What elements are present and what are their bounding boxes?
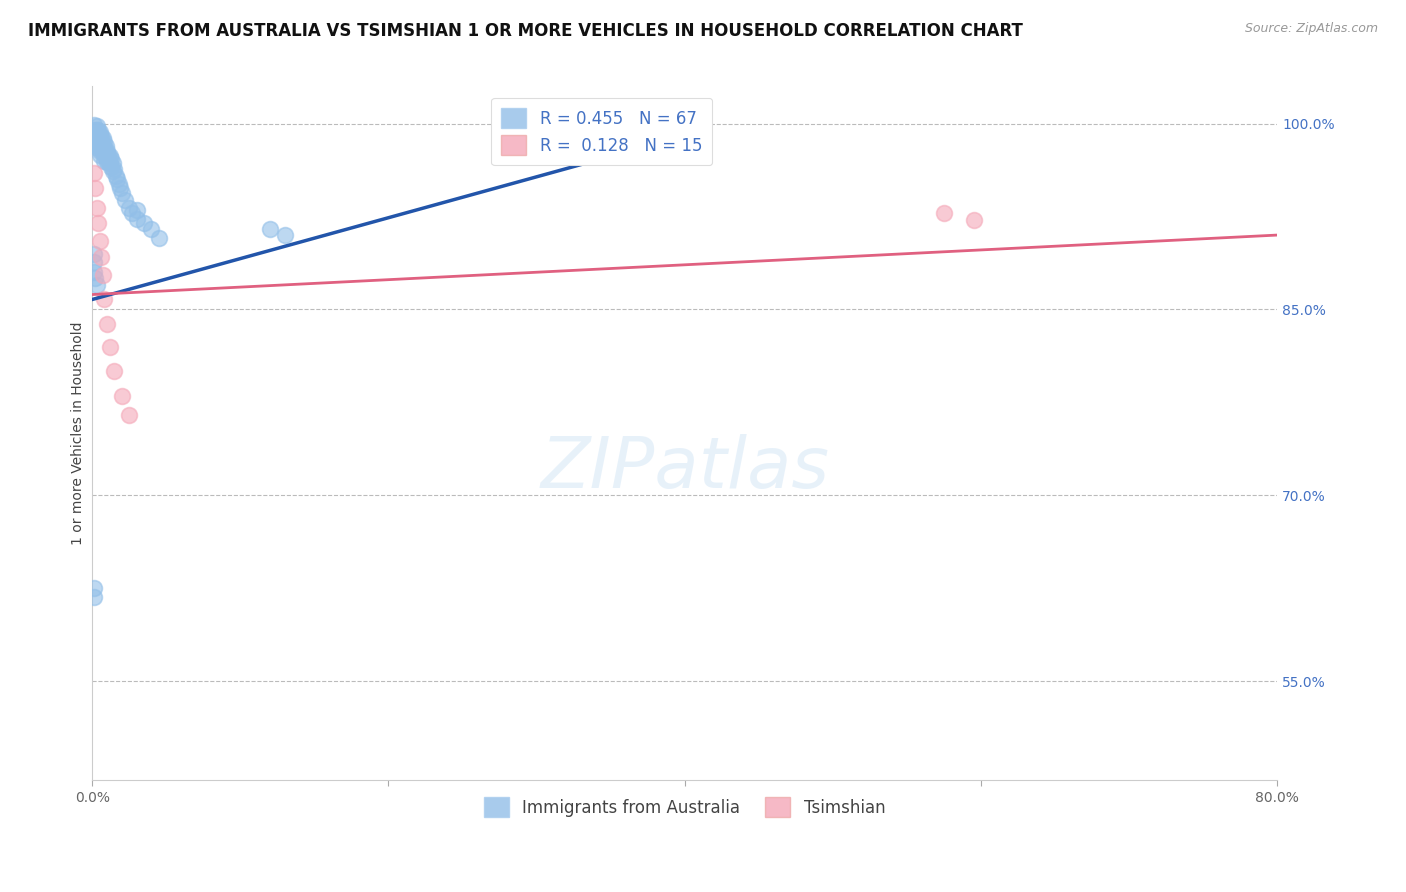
Point (114, 194, 136, 208)
Point (84, 125, 107, 139)
Point (90, 128, 112, 143)
Point (96, 155, 118, 169)
Point (94, 138, 117, 153)
Point (83, 118, 105, 132)
Point (87, 141, 110, 155)
Point (83, 122, 105, 136)
Point (121, 206, 143, 220)
Point (91, 131, 114, 145)
Text: Source: ZipAtlas.com: Source: ZipAtlas.com (1244, 22, 1378, 36)
Point (86, 128, 108, 143)
Point (148, 230, 170, 244)
Point (89, 147, 111, 161)
Point (118, 408, 141, 422)
Point (84, 128, 107, 143)
Point (125, 203, 148, 218)
Point (83, 590, 105, 604)
Point (93, 135, 115, 149)
Point (91, 137, 114, 152)
Y-axis label: 1 or more Vehicles in Household: 1 or more Vehicles in Household (72, 322, 86, 545)
Point (97, 153, 120, 168)
Point (98, 149, 121, 163)
Point (89, 234, 111, 248)
Point (110, 181, 132, 195)
Point (83, 255, 105, 269)
Point (84, 181, 107, 195)
Point (274, 228, 297, 243)
Point (96, 149, 118, 163)
Point (87, 122, 110, 136)
Point (90, 135, 112, 149)
Point (103, 162, 125, 177)
Point (84, 135, 107, 149)
Point (89, 133, 111, 147)
Point (932, 206, 955, 220)
Point (89, 144, 111, 158)
Point (101, 156, 124, 170)
Point (89, 128, 111, 143)
Point (91, 144, 114, 158)
Point (86, 137, 108, 152)
Point (103, 364, 125, 378)
Point (86, 201, 108, 215)
Point (108, 178, 131, 192)
Point (259, 222, 281, 236)
Point (91, 268, 114, 282)
Point (96, 318, 118, 332)
Text: IMMIGRANTS FROM AUSTRALIA VS TSIMSHIAN 1 OR MORE VEHICLES IN HOUSEHOLD CORRELATI: IMMIGRANTS FROM AUSTRALIA VS TSIMSHIAN 1… (28, 22, 1024, 40)
Point (87, 216, 110, 230)
Point (86, 277, 108, 292)
Point (100, 160, 122, 174)
Point (86, 119, 108, 133)
Point (83, 265, 105, 279)
Text: ZIPatlas: ZIPatlas (540, 434, 830, 502)
Point (93, 293, 115, 307)
Point (93, 153, 115, 168)
Point (90, 141, 112, 155)
Point (104, 169, 127, 183)
Point (89, 125, 111, 139)
Point (83, 166, 105, 180)
Point (111, 389, 134, 403)
Point (105, 172, 128, 186)
Point (90, 251, 112, 265)
Point (97, 147, 120, 161)
Point (86, 133, 108, 147)
Point (93, 147, 115, 161)
Point (111, 186, 134, 200)
Point (96, 144, 118, 158)
Point (101, 163, 124, 178)
Point (89, 137, 111, 152)
Point (98, 340, 121, 354)
Point (94, 145, 117, 159)
Point (98, 156, 121, 170)
Point (93, 141, 115, 155)
Point (84, 133, 107, 147)
Point (100, 153, 122, 167)
Text: ZIPatlas: ZIPatlas (541, 434, 828, 502)
Point (83, 246, 105, 260)
Point (86, 122, 108, 136)
Point (87, 135, 110, 149)
Point (962, 213, 984, 227)
Point (84, 271, 107, 285)
Point (87, 128, 110, 143)
Point (83, 581, 105, 595)
Point (132, 216, 155, 230)
Point (118, 201, 141, 215)
Point (125, 211, 148, 226)
Legend: Immigrants from Australia, Tsimshian: Immigrants from Australia, Tsimshian (478, 790, 891, 824)
Point (141, 222, 163, 236)
